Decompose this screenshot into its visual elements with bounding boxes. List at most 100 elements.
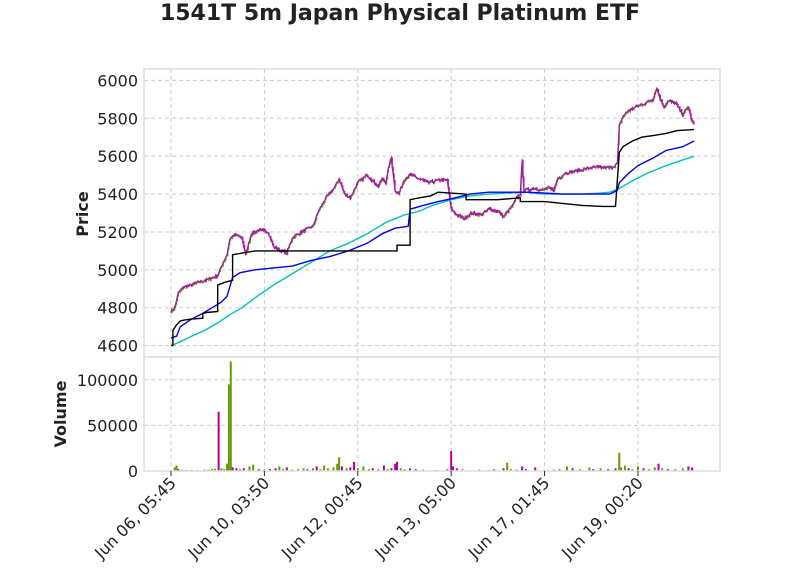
price-panel: 4600 4800 5000 5200 5400 5600 5800 6000 [97,68,721,358]
volume-bar [502,468,505,471]
volume-bar [506,462,509,471]
volume-bar [242,468,245,471]
volume-bar [618,452,621,471]
volume-bar [220,468,223,471]
volume-bar [177,469,180,471]
volume-bar [326,468,329,471]
slow-moving-average-line [170,155,695,347]
volume-bar [367,469,370,471]
volume-bar [409,468,412,471]
volume-bar [268,469,271,471]
volume-bar [173,467,176,471]
volume-bar [362,466,365,471]
volume-bar [450,450,453,471]
volume-bar [297,469,300,471]
volume-bar [377,469,380,471]
volume-bar [211,469,214,471]
volume-bar [223,469,226,471]
volume-bar [414,469,417,471]
volume-bar [534,467,537,471]
volume-bar [571,468,574,471]
volume-bar [332,467,335,471]
volume-bar [349,467,352,471]
volume-axis-label: Volume [51,380,70,447]
fast-moving-average-line [171,128,695,347]
volume-bar [175,465,178,471]
volume-bar [386,469,389,471]
volume-bar [509,469,512,471]
volume-bar [390,468,393,471]
volume-panel-frame [143,356,721,472]
volume-bar [235,468,238,471]
volume-bar [396,461,399,471]
volume-bar [521,466,524,471]
volume-bar [323,465,326,471]
volume-bar [493,469,496,471]
volume-bar [681,468,684,471]
volume-bar [524,469,527,471]
volume-bar [278,466,281,471]
volume-bar [687,466,690,471]
price-tick-label: 6000 [97,71,138,90]
volume-bar [636,466,639,471]
volume-bar [558,469,561,471]
volume-tick-label: 100000 [77,371,138,390]
volume-bar [592,469,595,471]
volume-bar [311,468,314,471]
volume-bar [248,466,251,471]
volume-bar [340,466,343,471]
volume-bar [319,469,322,471]
volume-bar [285,467,288,471]
volume-bar [239,469,242,471]
price-tick-label: 5800 [97,109,138,128]
volume-bar [623,465,626,471]
price-tick-label: 5000 [97,261,138,280]
volume-bar [229,361,232,471]
volume-bar [274,468,277,471]
volume-bar [455,468,458,471]
x-tick-label: Jun 17, 01:45 [464,473,554,563]
volume-bar [691,467,694,471]
volume-bar [226,463,229,471]
price-tick-label: 5600 [97,147,138,166]
volume-bar [588,467,591,471]
volume-bar [657,463,660,471]
price-tick-label: 4800 [97,299,138,318]
volume-bar [282,469,285,471]
price-axis-label: Price [73,191,92,237]
volume-bar [336,463,339,471]
volume-bar [227,384,230,471]
volume-bar [653,467,656,471]
volume-bar [452,466,455,471]
volume-bar [648,469,651,471]
volume-bar [642,468,645,471]
volume-bar [446,469,449,471]
volume-bar [356,468,359,471]
price-tick-label: 5200 [97,223,138,242]
volume-bar [607,469,610,471]
volume-panel: 0 50000 100000 [77,356,721,481]
volume-bar [627,468,630,471]
close-price-line [170,87,695,314]
volume-bar [213,468,216,471]
volume-bar [403,469,406,471]
x-tick-label: Jun 06, 05:45 [90,473,180,563]
x-tick-label: Jun 10, 03:50 [184,473,274,563]
volume-bar [674,469,677,471]
x-tick-label: Jun 13, 05:00 [370,473,460,563]
volume-bar [315,466,318,471]
volume-bar [252,464,255,471]
volume-bar [666,469,669,471]
volume-bar [394,463,397,471]
price-tick-label: 5400 [97,185,138,204]
volume-bar [579,469,582,471]
volume-bar [338,457,341,471]
volume-bar [353,461,356,471]
volume-tick-label: 0 [128,462,138,481]
volume-bar [461,469,464,471]
volume-bar [257,469,260,471]
volume-bar [399,468,402,471]
volume-bar [302,468,305,471]
volume-bar [382,465,385,471]
